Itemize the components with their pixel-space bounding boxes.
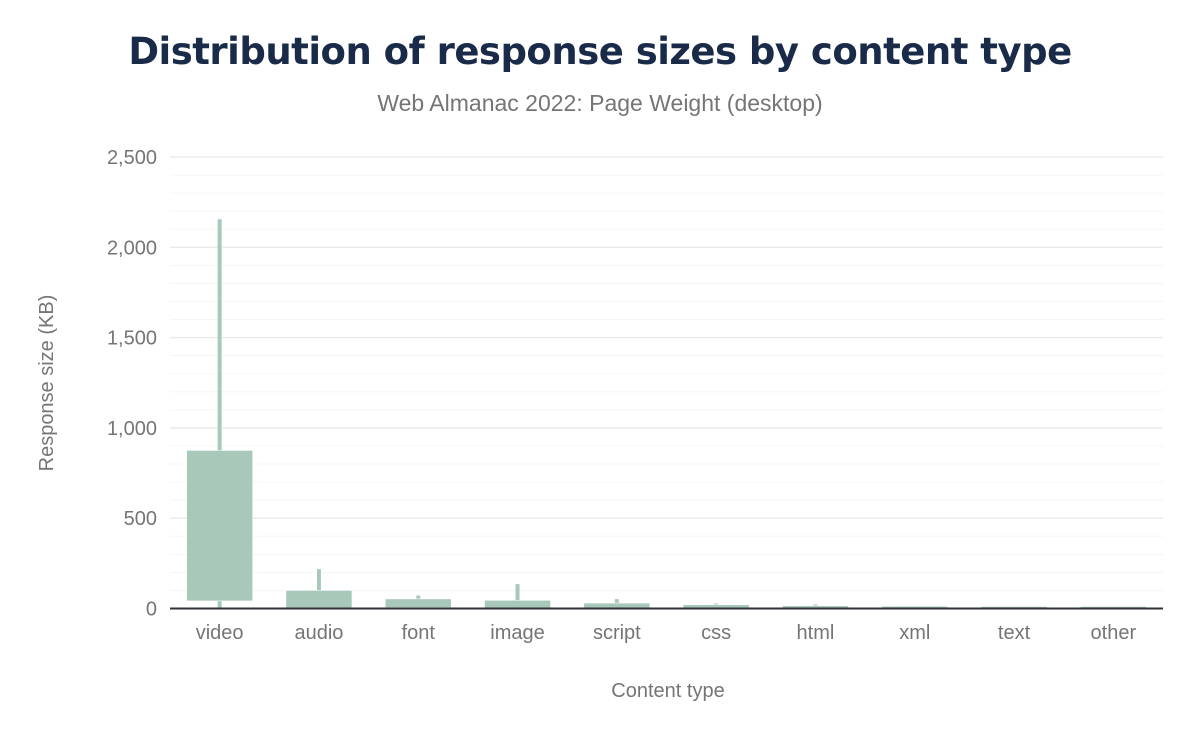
chart-subtitle: Web Almanac 2022: Page Weight (desktop) [377,90,823,116]
box [186,450,253,602]
x-tick-label: image [490,622,544,644]
box-script[interactable] [583,599,651,609]
y-tick-label: 2,000 [107,237,157,259]
box-image[interactable] [484,584,551,609]
y-axis-label: Response size (KB) [36,295,58,472]
box [285,590,353,609]
box [484,600,551,609]
box [682,604,750,609]
x-axis-label: Content type [611,680,724,702]
x-tick-label: font [402,622,436,644]
x-tick-label: text [998,622,1031,644]
x-tick-label: script [593,622,641,644]
x-tick-label: xml [899,622,930,644]
y-tick-label: 2,500 [107,147,157,169]
y-tick-label: 1,000 [107,418,157,440]
chart-title: Distribution of response sizes by conten… [128,30,1072,73]
x-tick-label: other [1091,622,1137,644]
y-tick-label: 1,500 [107,328,157,350]
x-tick-label: html [797,622,835,644]
x-tick-label: video [196,622,244,644]
box [583,602,651,609]
x-tick-label: audio [294,622,343,644]
x-tick-label: css [701,622,731,644]
box-audio[interactable] [285,569,353,609]
box [385,598,452,608]
y-tick-label: 0 [146,599,157,621]
y-tick-label: 500 [124,508,157,530]
box-font[interactable] [385,595,452,609]
box-video[interactable] [186,219,253,609]
